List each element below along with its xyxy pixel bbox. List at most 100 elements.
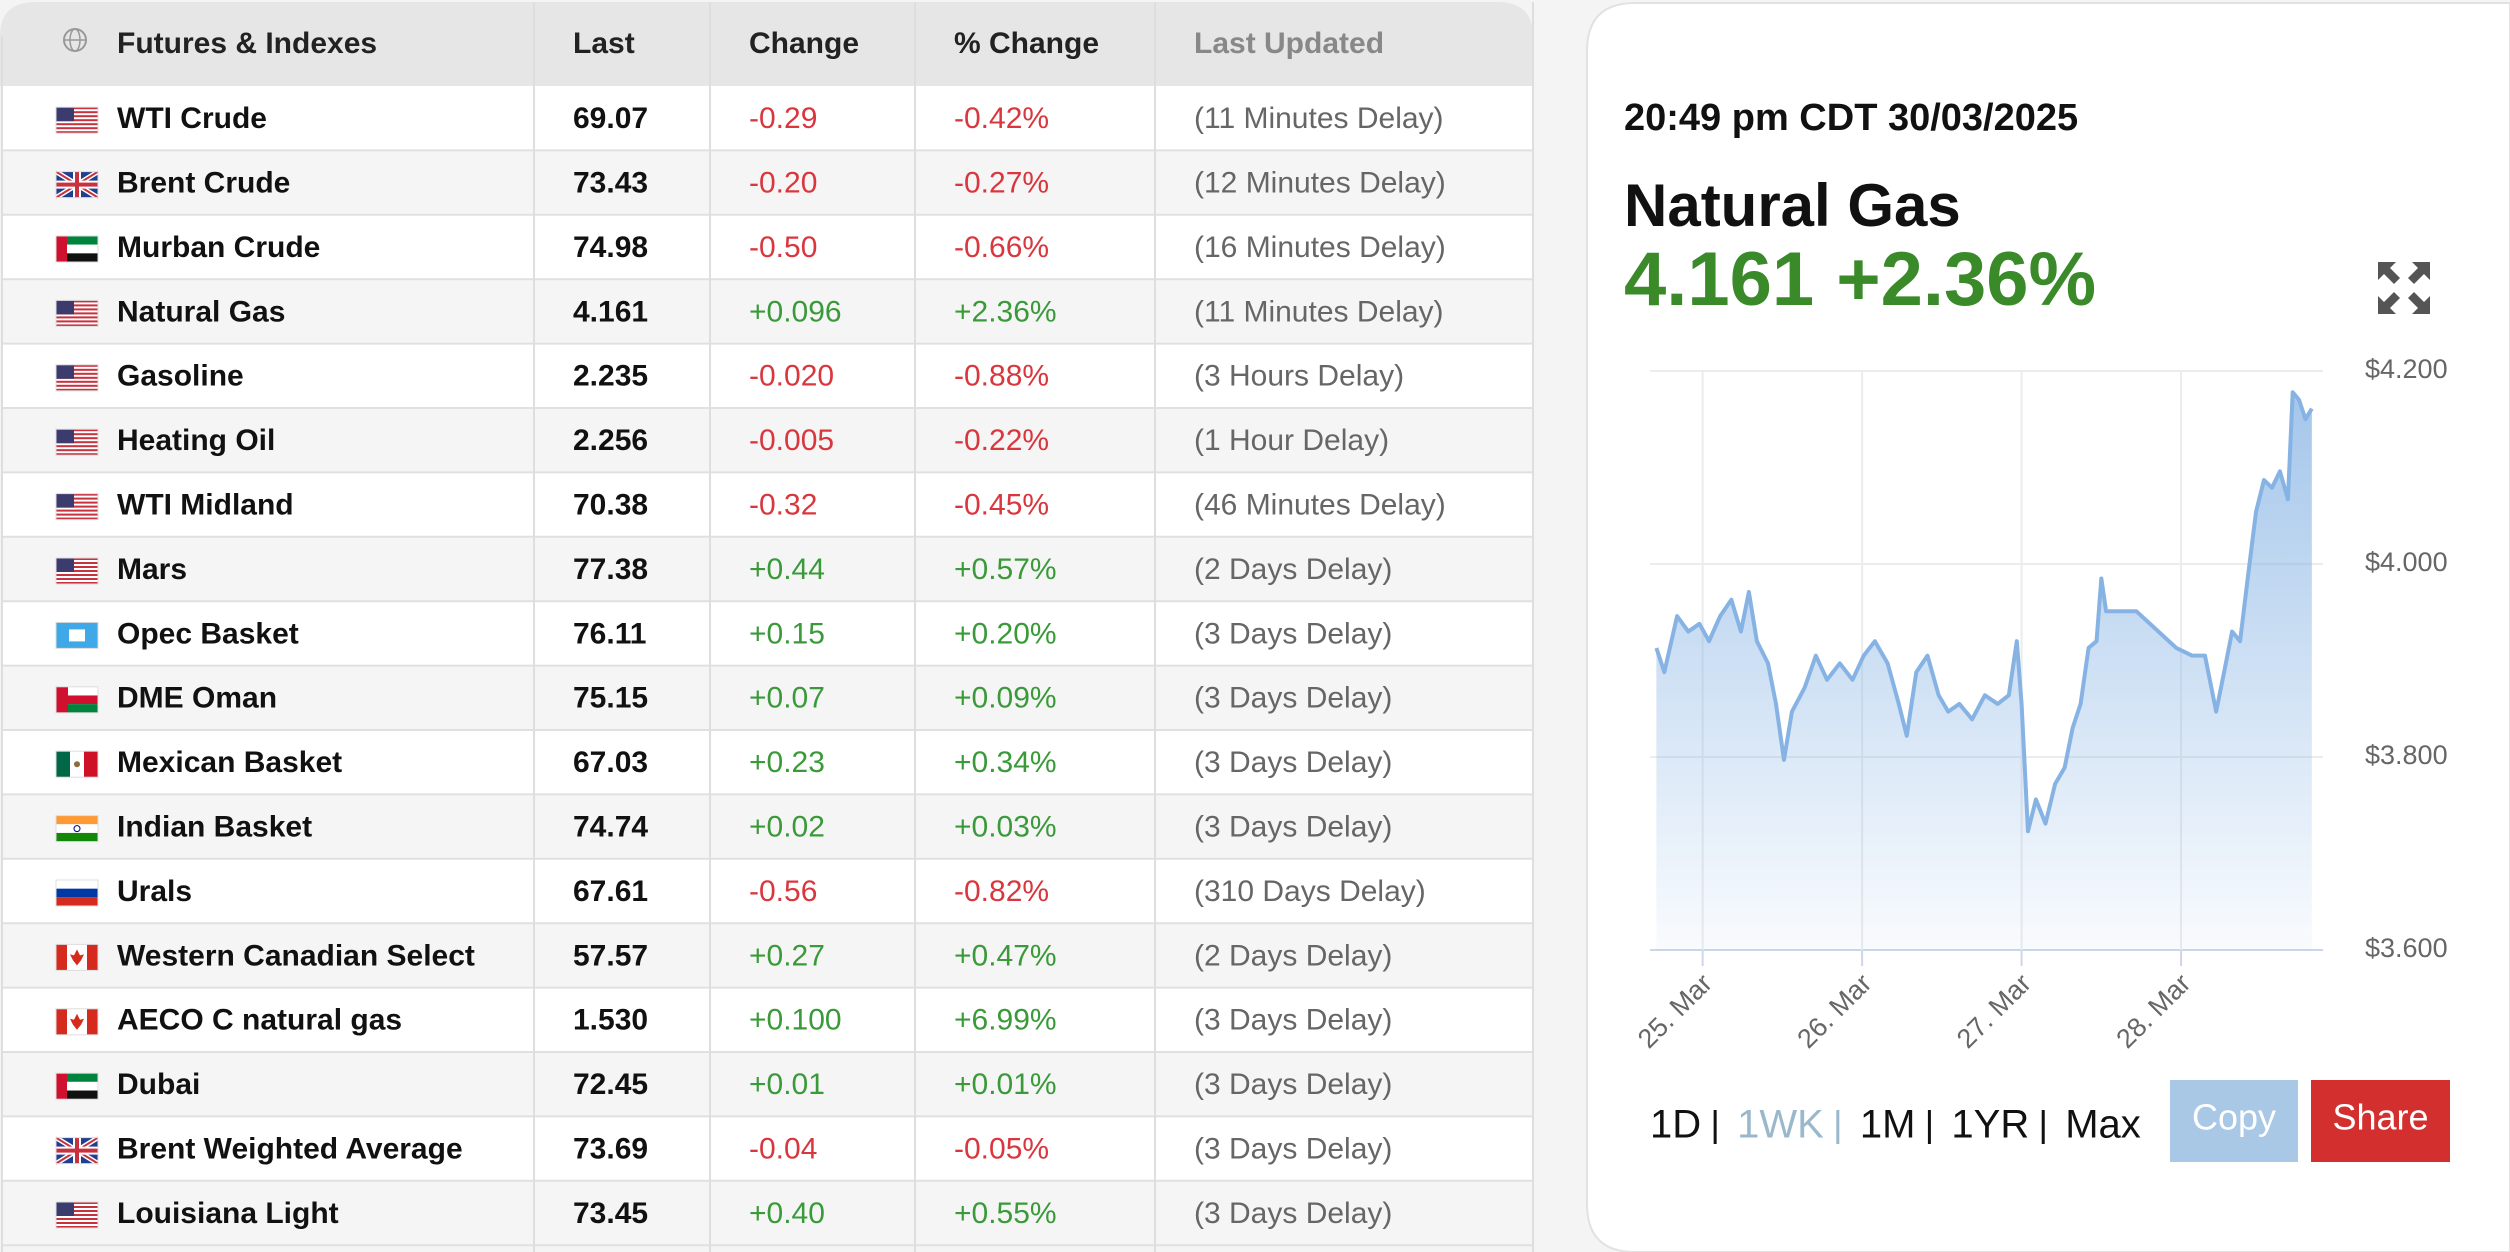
instrument-name[interactable]: AECO C natural gas [117,1004,402,1037]
percent-change: +6.99% [954,1004,1057,1037]
flag [55,428,99,456]
flag [55,879,99,907]
flag-part [56,312,98,315]
range-button[interactable]: 1D [1650,1103,1701,1147]
last-updated: (3 Hours Delay) [1194,360,1404,393]
action-button[interactable] [2311,1080,2450,1162]
instrument-name[interactable]: Mars [117,553,187,586]
flag-part [56,517,98,520]
flag-border [55,1201,99,1229]
flag-part [56,582,98,584]
last-updated: (3 Days Delay) [1194,617,1392,650]
flag [55,364,99,392]
flag [55,1201,99,1229]
last-price: 73.43 [573,167,648,200]
table-row-bg [2,86,1533,151]
last-updated: (3 Days Delay) [1194,1068,1392,1101]
instrument-name[interactable]: Dubai [117,1068,200,1101]
range-button[interactable]: 1WK [1737,1103,1824,1147]
flag-part [56,364,98,367]
instrument-name[interactable]: Indian Basket [117,811,312,844]
action-button-label[interactable]: Copy [2192,1097,2276,1138]
range-button[interactable]: Max [2065,1103,2141,1147]
table-row-bg [2,150,1533,215]
globe-icon [63,28,87,52]
action-button[interactable] [2170,1080,2298,1162]
flag-border [55,364,99,392]
instrument-name[interactable]: DME Oman [117,682,277,715]
flag-border [55,493,99,521]
table-row-bg [2,923,1533,988]
instrument-name[interactable]: Mexican Basket [117,746,342,779]
expand-icon[interactable] [2378,262,2430,314]
percent-change: +0.01% [954,1068,1057,1101]
instrument-name[interactable]: WTI Midland [117,489,294,522]
flag-part [56,380,98,383]
price-change: -0.29 [749,102,817,135]
instrument-name[interactable]: Opec Basket [117,617,299,650]
flag-part [56,253,98,262]
flag-part [56,376,98,379]
instrument-name[interactable]: Brent Weighted Average [117,1133,463,1166]
last-price: 1.530 [573,1004,648,1037]
price: 4.161 [1624,237,1814,322]
flag-border [55,299,99,327]
table-row-bg [2,601,1533,666]
price-change: -0.04 [749,1133,817,1166]
flag-border [55,621,99,649]
flag-part [56,566,98,568]
flag-part [56,388,98,391]
flag-part [87,1008,98,1035]
last-price: 73.69 [573,1133,648,1166]
y-tick-label: $3.800 [2365,740,2448,770]
table-row-bg [2,279,1533,344]
chart-controls: 1D 1WK 1M 1YR Max Copy Share [1650,1080,2450,1162]
percent-change: +0.55% [954,1197,1057,1230]
last-price: 74.74 [573,811,648,844]
flag-part [70,949,84,966]
flag-part [74,761,80,768]
flag-part [56,1226,98,1228]
flag-part [56,107,74,122]
instrument-name[interactable]: Natural Gas [117,295,285,328]
flag [54,169,100,200]
range-button[interactable]: 1YR [1951,1103,2029,1147]
last-price: 2.256 [573,424,648,457]
instrument-name[interactable]: Western Canadian Select [117,939,475,972]
table-row-bg [2,665,1533,730]
table-row-bg [2,794,1533,859]
flag-part [56,316,98,319]
flag-border [55,750,99,778]
percent-change: +0.57% [954,553,1057,586]
instrument-name[interactable]: Louisiana Light [117,1197,339,1230]
instrument-name[interactable]: WTI Crude [117,102,267,135]
flag-part [56,127,98,130]
flag-part [56,429,98,432]
instrument-name[interactable]: Urals [117,875,192,908]
column-header: Last [573,27,635,60]
action-button-label[interactable]: Share [2332,1097,2428,1138]
percent-change: +0.03% [954,811,1057,844]
flag [55,943,99,971]
instrument-name[interactable]: Brent Crude [117,167,290,200]
instrument-name[interactable]: Heating Oil [117,424,275,457]
last-price: 76.11 [573,617,646,650]
instrument-name[interactable]: Murban Crude [117,231,320,264]
y-tick-label: $4.000 [2365,547,2448,577]
flag-border [55,171,99,199]
flag-part [56,119,98,122]
flag-part [56,236,67,262]
flag-part [56,824,98,833]
price-change: -0.005 [749,424,834,457]
percent-change: +0.20% [954,617,1057,650]
last-price: 70.38 [573,489,648,522]
flag-part [56,562,98,564]
last-updated: (3 Days Delay) [1194,1133,1392,1166]
flag-part [56,1214,98,1216]
table-row-bg [2,472,1533,537]
range-button[interactable]: 1M [1860,1103,1916,1147]
last-updated: (3 Days Delay) [1194,682,1392,715]
flag-part [56,1202,98,1204]
instrument-name[interactable]: Gasoline [117,360,244,393]
flag [55,235,99,263]
